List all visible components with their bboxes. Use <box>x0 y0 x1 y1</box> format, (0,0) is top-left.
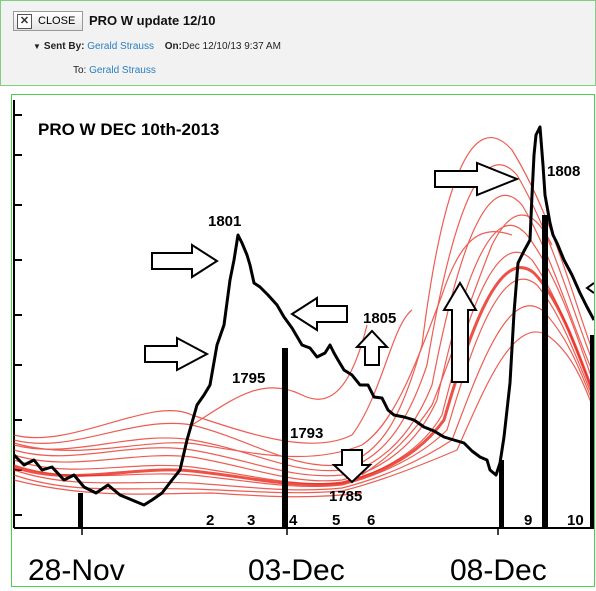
arrow-right-icon <box>151 243 219 279</box>
email-header: ✕ CLOSE PRO W update 12/10 ▼ Sent By: Ger… <box>0 0 596 86</box>
day-bar <box>542 215 548 528</box>
day-bar <box>499 460 504 528</box>
day-number: 2 <box>206 512 214 529</box>
email-subject: PRO W update 12/10 <box>89 13 216 28</box>
arrow-down-icon <box>331 449 373 484</box>
to-label: To: <box>73 65 87 76</box>
day-number: 6 <box>367 512 375 529</box>
price-label: 1795 <box>232 370 265 387</box>
on-label: On: <box>164 41 182 52</box>
day-number: 5 <box>332 512 340 529</box>
day-number: 10 <box>567 512 584 529</box>
x-tick-label: 08-Dec <box>450 554 547 586</box>
recipient-link[interactable]: Gerald Strauss <box>89 65 156 76</box>
price-label: 1793 <box>290 425 323 442</box>
sender-link[interactable]: Gerald Strauss <box>87 41 154 52</box>
arrow-right-icon <box>144 336 210 372</box>
x-tick-label: 28-Nov <box>28 554 125 586</box>
day-bar <box>78 493 83 528</box>
arrow-up-icon <box>354 329 390 366</box>
arrow-up-icon <box>442 281 478 383</box>
x-tick-labels: 28-Nov 03-Dec 08-Dec <box>28 554 547 587</box>
day-number: 4 <box>289 512 298 529</box>
sent-by-row: ▼ Sent By: Gerald Strauss On:Dec 12/10/13… <box>33 41 281 52</box>
price-line <box>12 125 596 507</box>
arrow-left-icon <box>585 282 595 294</box>
y-axis-ticks <box>14 114 22 516</box>
price-label: 1808 <box>547 163 580 180</box>
price-label: 1785 <box>329 488 362 505</box>
price-labels: 1801 1795 1805 1793 1785 1808 <box>208 163 580 505</box>
day-bars <box>78 215 594 528</box>
x-axis-ticks <box>81 528 499 535</box>
chevron-down-icon[interactable]: ▼ <box>33 42 41 51</box>
price-label: 1801 <box>208 213 241 230</box>
day-number: 9 <box>524 512 532 529</box>
day-number: 3 <box>247 512 255 529</box>
close-label: CLOSE <box>38 15 76 27</box>
sent-by-label: Sent By: <box>43 41 85 52</box>
chart-svg: PRO W DEC 10th-2013 1801 1795 1805 1793 … <box>12 100 596 587</box>
sent-date: Dec 12/10/13 9:37 AM <box>181 41 281 52</box>
chart-title: PRO W DEC 10th-2013 <box>38 120 219 139</box>
chart-image: PRO W DEC 10th-2013 1801 1795 1805 1793 … <box>11 94 596 587</box>
x-tick-label: 03-Dec <box>248 554 345 586</box>
arrow-right-icon <box>434 161 520 197</box>
price-label: 1805 <box>363 310 396 327</box>
day-bar <box>590 335 594 528</box>
close-icon: ✕ <box>17 13 32 29</box>
day-bar <box>282 348 288 528</box>
close-button[interactable]: ✕ CLOSE <box>13 11 83 31</box>
annotation-arrows <box>144 161 595 484</box>
to-row: To: Gerald Strauss <box>73 65 156 76</box>
arrow-left-icon <box>290 296 348 332</box>
day-numbers: 2 3 4 5 6 9 10 <box>206 512 584 529</box>
forecast-mean-line <box>13 266 596 487</box>
